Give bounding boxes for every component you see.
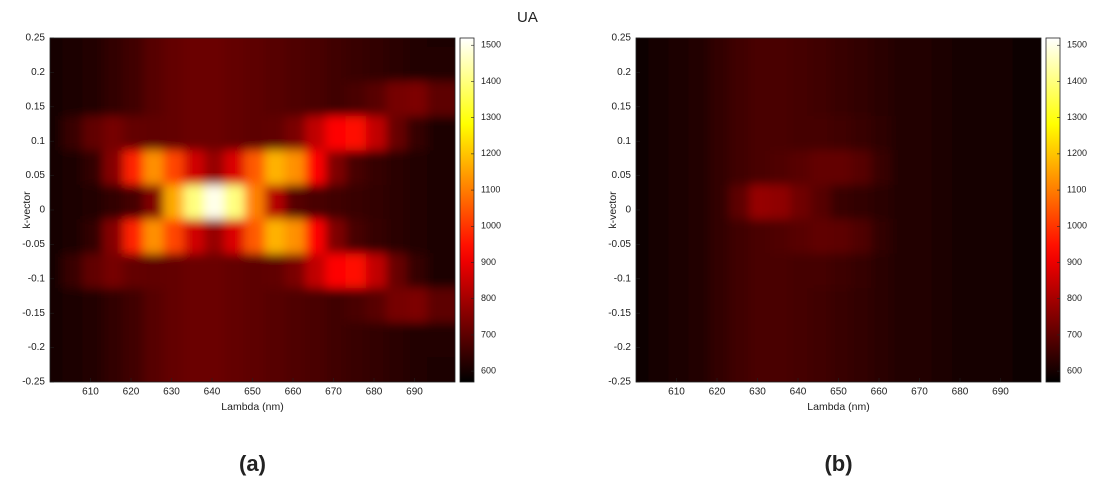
colorbar-tick-label: 700: [1067, 329, 1082, 339]
colorbar-tick-label: 1000: [1067, 221, 1087, 231]
colorbar-tick-label: 1100: [481, 184, 500, 194]
y-tick-label: 0.15: [26, 101, 46, 112]
colorbar-tick-label: 800: [481, 293, 496, 303]
y-tick-label: 0.15: [612, 101, 632, 112]
x-tick-label: 690: [992, 387, 1009, 398]
x-tick-label: 680: [952, 387, 969, 398]
y-tick-label: -0.15: [608, 308, 631, 319]
y-tick-label: -0.2: [614, 342, 632, 353]
x-tick-label: 610: [82, 387, 99, 398]
colorbar-tick-label: 1500: [1067, 40, 1087, 50]
y-tick-label: 0.25: [26, 33, 46, 44]
colorbar-tick-label: 1500: [481, 40, 501, 50]
y-tick-label: 0.2: [617, 67, 631, 78]
y-tick-label: 0.1: [31, 136, 45, 147]
y-axis-label: k-vector: [21, 191, 33, 229]
x-tick-label: 630: [749, 387, 766, 398]
y-tick-label: 0.25: [612, 33, 632, 44]
y-tick-label: 0.1: [617, 136, 631, 147]
y-tick-label: -0.05: [608, 239, 631, 250]
heatmap: [50, 38, 455, 382]
y-tick-label: 0.05: [612, 170, 632, 181]
cell: [426, 356, 455, 382]
panel-caption: (a): [239, 451, 266, 476]
y-tick-label: -0.1: [614, 273, 632, 284]
x-tick-label: 680: [366, 387, 383, 398]
colorbar-tick-label: 1100: [1067, 184, 1086, 194]
y-axis-label: k-vector: [607, 191, 619, 229]
colorbar-tick-label: 1400: [1067, 76, 1087, 86]
x-axis-label: Lambda (nm): [221, 401, 283, 413]
colorbar-tick-label: 600: [481, 366, 496, 376]
colorbar-tick-label: 1000: [481, 221, 501, 231]
colorbar-tick-label: 900: [481, 257, 496, 267]
cell: [1012, 356, 1041, 382]
x-tick-label: 660: [871, 387, 888, 398]
x-tick-label: 610: [668, 387, 685, 398]
colorbar-label: UA: [517, 9, 538, 26]
colorbar-tick-label: 600: [1067, 366, 1082, 376]
heatmap-cells: [50, 38, 455, 382]
y-tick-label: 0: [625, 205, 631, 216]
y-tick-label: -0.25: [22, 377, 45, 388]
colorbar-tick-label: 1300: [481, 112, 501, 122]
x-tick-label: 660: [285, 387, 302, 398]
x-axis-label: Lambda (nm): [807, 401, 869, 413]
x-tick-label: 620: [709, 387, 726, 398]
x-tick-label: 670: [911, 387, 928, 398]
y-tick-label: -0.05: [22, 239, 45, 250]
x-tick-label: 630: [163, 387, 180, 398]
x-tick-label: 640: [204, 387, 221, 398]
colorbar: [459, 37, 475, 383]
x-tick-label: 620: [123, 387, 140, 398]
heatmap: [636, 38, 1041, 382]
y-tick-label: 0.05: [26, 170, 46, 181]
y-tick-label: 0.2: [31, 67, 45, 78]
x-tick-label: 650: [244, 387, 261, 398]
colorbar-tick-label: 1300: [1067, 112, 1087, 122]
x-tick-label: 690: [406, 387, 423, 398]
colorbar-tick-label: 700: [481, 329, 496, 339]
heatmap-cells: [636, 38, 1041, 382]
colorbar-tick-label: 800: [1067, 293, 1082, 303]
y-tick-label: -0.1: [28, 273, 46, 284]
x-tick-label: 670: [325, 387, 342, 398]
y-tick-label: 0: [39, 205, 45, 216]
x-tick-label: 640: [790, 387, 807, 398]
panel-caption: (b): [824, 451, 852, 476]
y-tick-label: -0.15: [22, 308, 45, 319]
y-tick-label: -0.2: [28, 342, 46, 353]
x-tick-label: 650: [830, 387, 847, 398]
colorbar-tick-label: 900: [1067, 257, 1082, 267]
colorbar: [1045, 37, 1061, 383]
colorbar-tick-label: 1200: [481, 148, 501, 158]
colorbar-tick-label: 1400: [481, 76, 501, 86]
y-tick-label: -0.25: [608, 377, 631, 388]
colorbar-tick-label: 1200: [1067, 148, 1087, 158]
